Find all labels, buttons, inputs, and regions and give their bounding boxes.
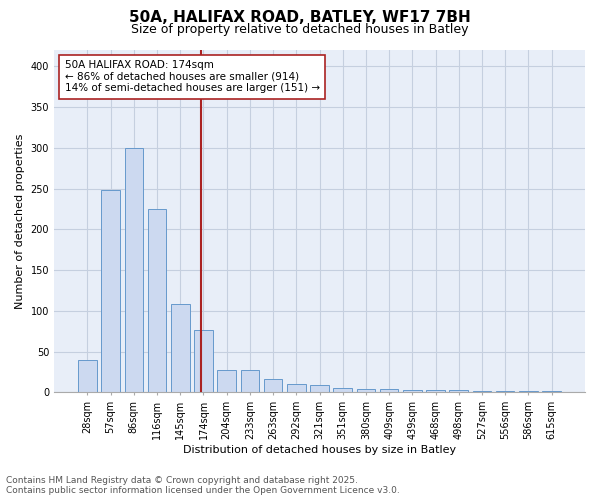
Bar [148, 209, 166, 392]
Bar [310, 385, 329, 392]
Bar [264, 380, 283, 392]
Text: 50A, HALIFAX ROAD, BATLEY, WF17 7BH: 50A, HALIFAX ROAD, BATLEY, WF17 7BH [129, 10, 471, 25]
Bar [380, 389, 398, 392]
Bar [101, 190, 120, 392]
Bar [426, 390, 445, 392]
Bar [217, 370, 236, 392]
Text: Size of property relative to detached houses in Batley: Size of property relative to detached ho… [131, 22, 469, 36]
Bar [171, 304, 190, 392]
Text: Contains HM Land Registry data © Crown copyright and database right 2025.
Contai: Contains HM Land Registry data © Crown c… [6, 476, 400, 495]
Text: 50A HALIFAX ROAD: 174sqm
← 86% of detached houses are smaller (914)
14% of semi-: 50A HALIFAX ROAD: 174sqm ← 86% of detach… [65, 60, 320, 94]
Bar [78, 360, 97, 392]
Bar [287, 384, 305, 392]
Bar [125, 148, 143, 392]
Bar [542, 390, 561, 392]
Bar [356, 389, 375, 392]
Bar [194, 330, 213, 392]
X-axis label: Distribution of detached houses by size in Batley: Distribution of detached houses by size … [183, 445, 456, 455]
Bar [334, 388, 352, 392]
Bar [473, 390, 491, 392]
Bar [449, 390, 468, 392]
Bar [403, 390, 422, 392]
Y-axis label: Number of detached properties: Number of detached properties [15, 134, 25, 309]
Bar [241, 370, 259, 392]
